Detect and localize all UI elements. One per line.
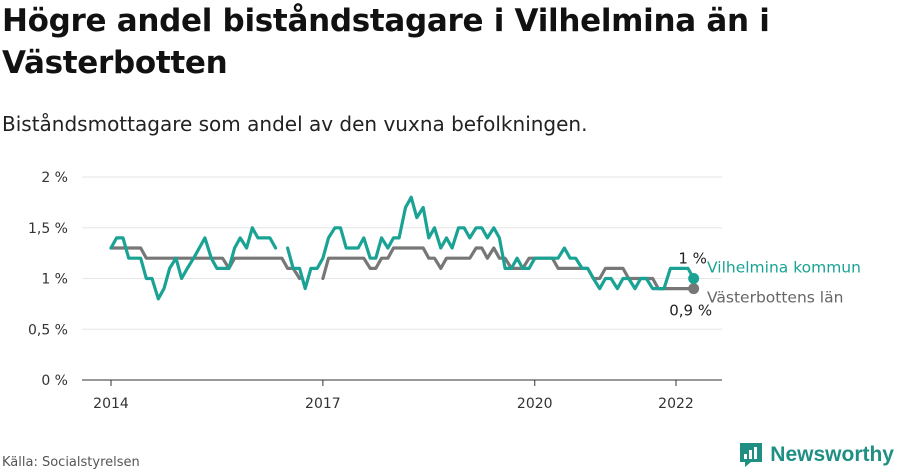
value-label-vilhelmina: 1 % — [678, 250, 707, 268]
series-line-vilhelmina — [109, 226, 278, 301]
value-label-vasterbotten: 0,9 % — [669, 302, 712, 320]
y-tick-label: 1 % — [41, 272, 68, 288]
chart-subtitle: Biståndsmottagare som andel av den vuxna… — [2, 112, 588, 136]
y-tick-label: 2 % — [41, 170, 68, 186]
end-point-vilhelmina — [688, 273, 700, 284]
y-tick-label: 0,5 % — [28, 322, 68, 338]
chart-title: Högre andel biståndstagare i Vilhelmina … — [2, 3, 770, 81]
x-tick-label: 2020 — [517, 396, 553, 412]
y-tick-label: 1,5 % — [28, 221, 68, 237]
source-note: Källa: Socialstyrelsen — [2, 455, 140, 470]
x-tick-label: 2014 — [93, 396, 129, 412]
brand-logo: Newsworthy — [738, 440, 894, 470]
end-point-vasterbotten — [688, 283, 700, 295]
newsworthy-logo-icon — [740, 443, 763, 467]
y-tick-label: 0 % — [41, 373, 68, 389]
series-line-vasterbotten — [321, 246, 696, 291]
series-label-vasterbotten: Västerbottens län — [707, 289, 843, 307]
series-line-vilhelmina — [286, 195, 696, 291]
x-tick-label: 2017 — [305, 396, 341, 412]
x-tick-label: 2022 — [658, 396, 694, 412]
brand-name: Newsworthy — [770, 443, 894, 466]
series-line-vasterbotten — [109, 246, 302, 281]
series-label-vilhelmina: Vilhelmina kommun — [707, 259, 861, 277]
